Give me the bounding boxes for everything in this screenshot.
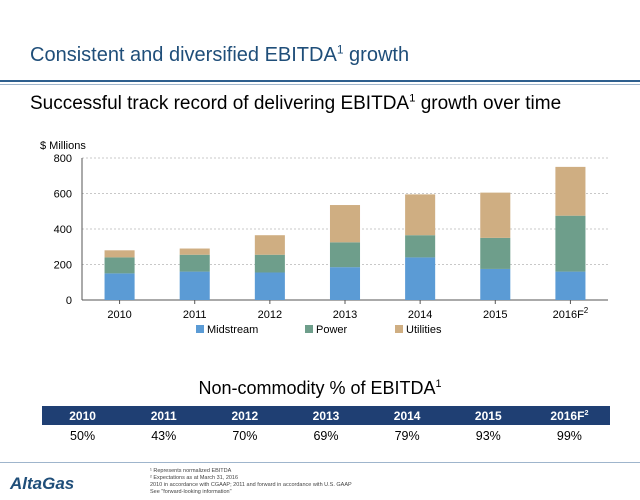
y-tick-label: 600: [54, 189, 72, 201]
year-header: 2016F2: [528, 406, 610, 425]
title-divider: [0, 80, 640, 82]
year-label: 2011: [150, 408, 177, 423]
y-tick-label: 400: [54, 224, 72, 236]
bar-midstream: [179, 271, 210, 300]
bar-power: [104, 257, 135, 274]
percent-cell: 99%: [556, 429, 582, 443]
ebitda-stacked-bar-chart: $ Millions 0 200 400 600 800 2010 2011 2012 2013 2…: [40, 140, 608, 336]
bar-power: [555, 215, 586, 272]
bar-midstream: [104, 273, 135, 300]
bar-utilities: [329, 205, 361, 243]
year-label: 2015: [474, 408, 502, 423]
bar-power: [179, 254, 210, 272]
chart-subtitle: Successful track record of delivering EB…: [30, 93, 561, 115]
percent-cell: 79%: [394, 429, 420, 443]
bar-power: [329, 242, 361, 268]
percent-cell: 93%: [475, 429, 501, 443]
bar-midstream: [480, 268, 511, 300]
y-tick-label: 0: [66, 295, 72, 307]
non-commodity-title: Non-commodity % of EBITDA1: [0, 378, 640, 399]
year-label: 2013: [312, 408, 340, 423]
footer-divider: [0, 462, 640, 463]
chart-subtitle-tail: growth over time: [415, 93, 562, 114]
bar-power: [254, 254, 285, 273]
footnote: ² Expectations as at March 31, 2016: [150, 475, 239, 481]
year-label: 2010: [69, 408, 96, 423]
bar-utilities: [480, 192, 511, 238]
legend-swatch-utilities: [395, 325, 403, 333]
percent-cell: 50%: [70, 429, 96, 443]
non-commodity-title-text: Non-commodity % of EBITDA: [198, 378, 436, 398]
slide-title-superscript: 1: [336, 42, 344, 57]
x-tick-label: 2010: [107, 309, 131, 321]
footnote: ¹ Represents normalized EBITDA: [150, 468, 232, 474]
year-label: 2014: [393, 408, 421, 423]
footnote: 2010 in accordance with CGAAP; 2011 and …: [150, 482, 352, 488]
percent-cell: 69%: [313, 429, 339, 443]
x-tick-label: 2012: [258, 309, 282, 321]
y-axis-label: $ Millions: [40, 140, 86, 152]
slide-title-tail: growth: [343, 44, 410, 66]
footnotes: ¹ Represents normalized EBITDA ² Expecta…: [150, 468, 352, 496]
year-label: 2012: [231, 408, 259, 423]
y-tick-label: 200: [54, 260, 72, 272]
non-commodity-header-row: 2010 2011 2012 2013 2014 2015 2016F2: [42, 406, 610, 425]
year-header: 2013: [285, 406, 367, 425]
x-tick-label: 2013: [333, 309, 357, 321]
year-header: 2011: [123, 406, 205, 425]
x-tick-label: 2016F2: [553, 306, 589, 321]
x-tick-label: 2015: [483, 309, 507, 321]
title-divider-thin: [0, 84, 640, 85]
bar-power: [405, 235, 436, 258]
slide-title: Consistent and diversified EBITDA1 growt…: [30, 42, 410, 67]
chart-subtitle-text: Successful track record of delivering EB…: [30, 93, 410, 114]
legend-label: Utilities: [406, 324, 442, 336]
y-tick-label: 800: [54, 153, 72, 165]
non-commodity-value-row: 50% 43% 70% 69% 79% 93% 99%: [42, 425, 610, 447]
non-commodity-title-superscript: 1: [435, 378, 442, 390]
slide-title-text: Consistent and diversified EBITDA: [30, 44, 337, 66]
percent-cell: 43%: [151, 429, 177, 443]
year-header: 2012: [204, 406, 286, 425]
x-tick-label: 2014: [408, 309, 432, 321]
bar-midstream: [254, 272, 285, 300]
legend-swatch-power: [305, 325, 313, 333]
bar-power: [480, 237, 511, 269]
legend-swatch-midstream: [196, 325, 204, 333]
bar-utilities: [405, 194, 436, 236]
percent-cell: 70%: [232, 429, 258, 443]
year-label: 2016F: [550, 408, 585, 423]
year-superscript: 2: [584, 407, 589, 417]
bar-midstream: [329, 267, 361, 300]
chart-subtitle-superscript: 1: [409, 92, 416, 105]
legend-label: Midstream: [207, 324, 258, 336]
altagas-logo: AltaGas: [10, 474, 75, 493]
year-header: 2010: [42, 406, 124, 425]
bar-midstream: [405, 257, 436, 300]
bar-utilities: [179, 248, 210, 255]
legend-label: Power: [316, 324, 348, 336]
bar-utilities: [254, 235, 285, 255]
bar-utilities: [555, 166, 586, 216]
bar-utilities: [104, 250, 135, 258]
non-commodity-table: 2010 2011 2012 2013 2014 2015 2016F2 50%…: [42, 406, 610, 447]
footnote: See "forward-looking information": [150, 489, 232, 495]
bar-midstream: [555, 271, 586, 300]
year-header: 2015: [447, 406, 529, 425]
x-tick-superscript: 2: [584, 306, 589, 315]
x-tick-label: 2011: [183, 309, 207, 321]
year-header: 2014: [366, 406, 448, 425]
